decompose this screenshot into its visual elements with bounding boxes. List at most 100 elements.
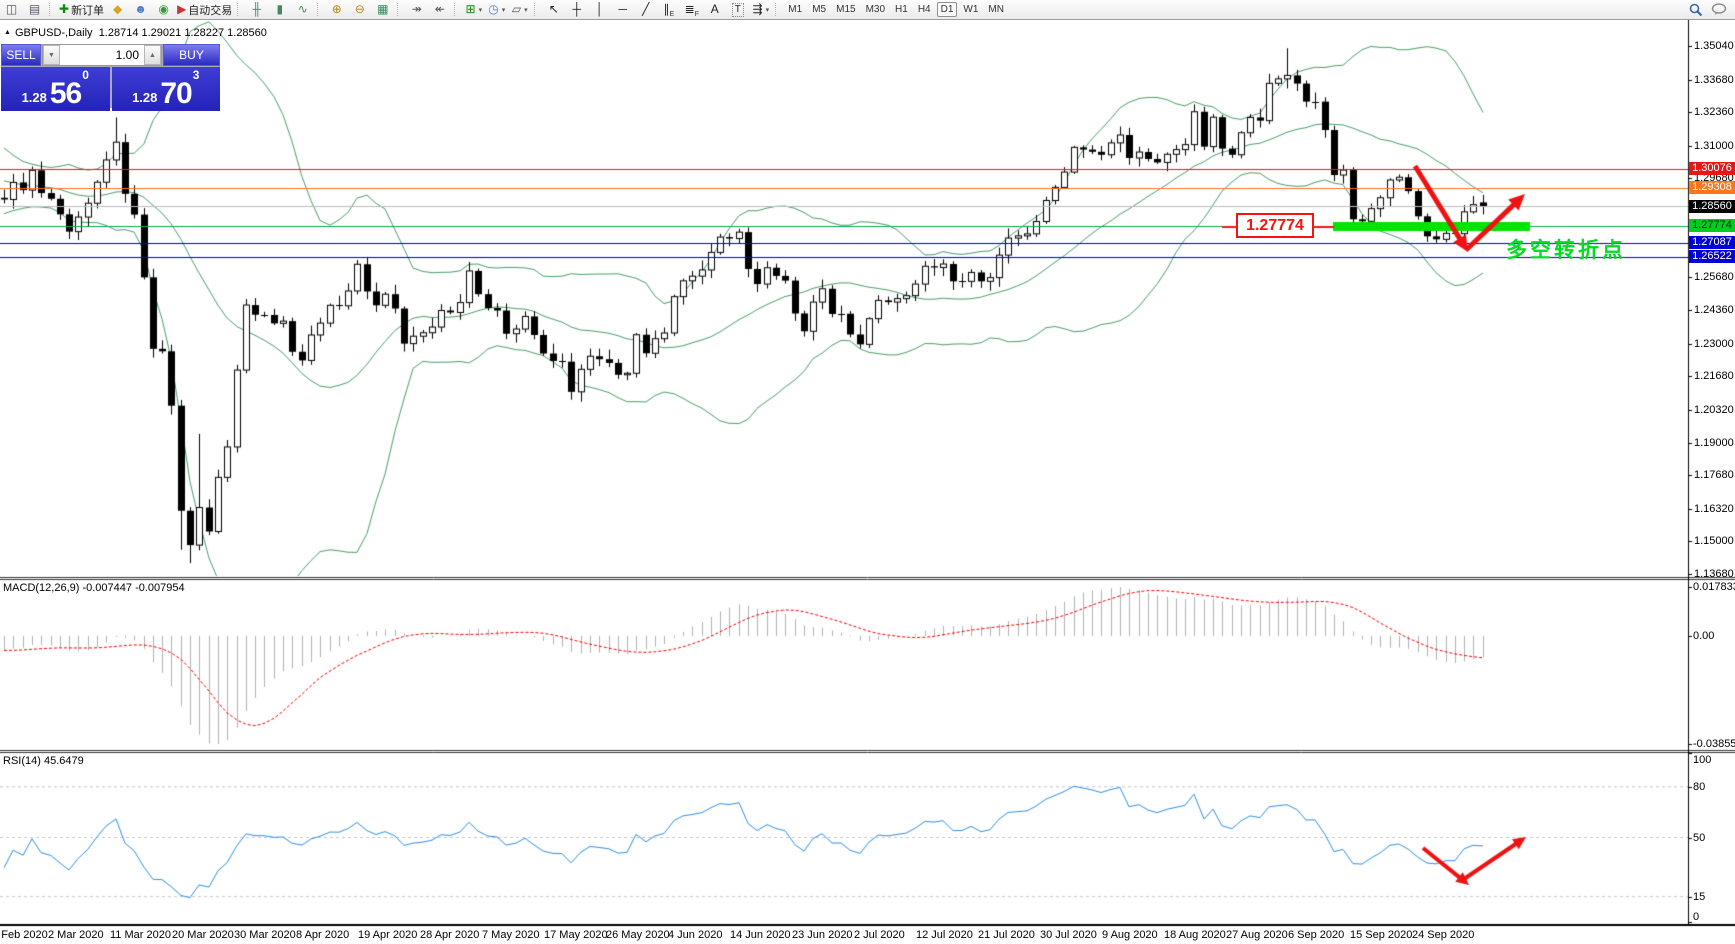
vertical-line-icon[interactable]: │ — [596, 2, 604, 16]
community-icon[interactable]: ☻ — [134, 2, 147, 16]
time-axis-label: 7 May 2020 — [482, 929, 540, 941]
volume-input[interactable]: 1.00 — [60, 45, 144, 65]
auto-scroll-icon[interactable]: ↠ — [411, 2, 422, 16]
notification-icon[interactable]: ◆ — [112, 2, 123, 16]
buy-price-prefix: 1.28 — [132, 90, 158, 105]
chart-marker-icon: ▲ — [4, 29, 11, 36]
time-axis-label: 14 Jun 2020 — [730, 929, 791, 941]
time-axis-label: 12 Jul 2020 — [916, 929, 973, 941]
time-axis-label: 20 Mar 2020 — [172, 929, 234, 941]
candle-chart-icon[interactable]: ▮ — [276, 2, 284, 16]
zoom-in-icon[interactable]: ⊕ — [331, 2, 342, 16]
price-line-badge: 1.27087 — [1689, 236, 1735, 250]
text-icon[interactable]: A — [710, 2, 719, 16]
time-axis-label: 28 Apr 2020 — [420, 929, 480, 941]
templates-icon[interactable]: ▱ ▾ — [511, 2, 528, 16]
arrows-icon[interactable]: ⇶ ▾ — [752, 2, 770, 16]
timeframe-m5[interactable]: M5 — [812, 4, 827, 15]
chart-symbol-period: GBPUSD-,Daily — [14, 27, 93, 39]
time-axis-label: 4 Jun 2020 — [668, 929, 723, 941]
toolbar-separator — [49, 3, 54, 16]
channel-icon[interactable]: ∥ E — [663, 2, 675, 18]
time-axis-label: 19 Apr 2020 — [358, 929, 418, 941]
sell-button[interactable]: SELL — [1, 44, 41, 66]
sell-price-sup: 0 — [82, 68, 89, 82]
timeframe-h1[interactable]: H1 — [895, 4, 908, 15]
timeframe-m15[interactable]: M15 — [836, 4, 856, 15]
price-tick-label: 1.31000 — [1694, 139, 1734, 152]
horizontal-line-icon[interactable]: ─ — [618, 2, 628, 16]
fibonacci-icon[interactable]: ≣ F — [684, 2, 699, 18]
timeframe-mn[interactable]: MN — [988, 4, 1004, 15]
macd-axis-label: 0.017833 — [1693, 581, 1735, 593]
trendline-icon[interactable]: ╱ — [642, 2, 650, 16]
time-axis-label: 26 May 2020 — [606, 929, 670, 941]
rsi-label: RSI(14) 45.6479 — [3, 755, 84, 767]
rsi-axis-label: 15 — [1693, 890, 1706, 903]
new-order-button[interactable]: ✚ 新订单 — [59, 2, 105, 17]
indicators-icon[interactable]: ⊞ ▾ — [465, 2, 483, 16]
buy-button[interactable]: BUY — [163, 44, 220, 66]
price-tick-label: 1.35040 — [1694, 40, 1734, 52]
price-tick-label: 1.24360 — [1694, 304, 1734, 316]
price-tick-label: 1.17680 — [1694, 469, 1734, 482]
price-line-badge: 1.27774 — [1689, 219, 1735, 233]
search-icon[interactable] — [1689, 3, 1703, 17]
price-tick-label: 1.20320 — [1694, 403, 1734, 416]
volume-increase-button[interactable]: ▲ — [144, 45, 161, 65]
toolbar-separator — [534, 3, 539, 16]
price-tick-label: 1.33680 — [1694, 73, 1734, 86]
toolbar-separator — [775, 3, 780, 16]
timeframe-w1[interactable]: W1 — [963, 4, 979, 15]
tile-windows-icon[interactable]: ▦ — [377, 2, 389, 16]
new-chart-icon[interactable]: ◫ — [5, 2, 18, 16]
time-axis-label: 15 Sep 2020 — [1350, 929, 1413, 941]
timeframe-d1[interactable]: D1 — [936, 2, 958, 17]
price-line-badge: 1.26522 — [1689, 250, 1735, 264]
price-line-badge: 1.30076 — [1689, 162, 1735, 176]
crosshair-icon[interactable]: ┼ — [572, 2, 582, 16]
volume-stepper: ▼ 1.00 ▲ — [42, 44, 162, 66]
macd-axis-label: 0.00 — [1693, 629, 1715, 642]
timeframe-m1[interactable]: M1 — [788, 4, 803, 15]
price-tick-label: 1.15000 — [1694, 535, 1734, 548]
profiles-icon[interactable]: ▤ — [28, 2, 41, 16]
toolbar: ◫ ▤ ✚ 新订单 ◆ ☻ ◉ ▶ 自动交易 ╫ ▮ ∿ ⊕ ⊖ ▦ ↠ ↞ ⊞ ▾ ◷ ▾ ▱ ▾ ↖ ┼ │ ─ ╱ ∥ E ≣ F A T ⇶… — [0, 0, 1735, 20]
timeframe-h4[interactable]: H4 — [917, 4, 931, 15]
periods-icon[interactable]: ◷ ▾ — [488, 2, 506, 16]
zoom-out-icon[interactable]: ⊖ — [354, 2, 365, 16]
bar-chart-icon[interactable]: ╫ — [252, 2, 262, 16]
line-chart-icon[interactable]: ∿ — [297, 2, 308, 16]
time-axis-label: 21 Feb 2020 — [0, 929, 48, 941]
rsi-axis-label: 100 — [1693, 754, 1712, 766]
timeframe-m30[interactable]: M30 — [865, 4, 886, 15]
chart-title: ▲ GBPUSD-,Daily 1.28714 1.29021 1.28227 1… — [4, 27, 267, 39]
rsi-axis-label: 0 — [1693, 911, 1700, 923]
price-tick-label: 1.23000 — [1694, 337, 1734, 350]
autotrading-button[interactable]: ▶ 自动交易 — [177, 2, 233, 17]
rsi-axis-label: 50 — [1693, 831, 1706, 844]
rsi-axis-label: 80 — [1693, 780, 1706, 793]
price-line-badge: 1.28560 — [1689, 199, 1735, 213]
price-tick-label: 1.13680 — [1694, 568, 1734, 581]
toolbar-separator — [454, 3, 459, 16]
toolbar-separator — [317, 3, 322, 16]
chart-shift-icon[interactable]: ↞ — [434, 2, 445, 16]
cursor-icon[interactable]: ↖ — [548, 2, 559, 16]
time-axis-label: 30 Mar 2020 — [234, 929, 296, 941]
buy-price-sup: 3 — [192, 68, 200, 82]
label-icon[interactable]: T — [726, 1, 749, 18]
buy-price[interactable]: 1.28 70 3 — [111, 67, 220, 111]
time-axis-label: 18 Aug 2020 — [1164, 929, 1226, 941]
time-axis-label: 9 Aug 2020 — [1102, 929, 1158, 941]
sell-price[interactable]: 1.28 56 0 — [1, 67, 110, 111]
chat-icon[interactable] — [1711, 3, 1727, 16]
sell-price-prefix: 1.28 — [21, 90, 47, 105]
volume-decrease-button[interactable]: ▼ — [43, 45, 60, 65]
macd-label: MACD(12,26,9) -0.007447 -0.007954 — [3, 582, 185, 594]
price-tick-label: 1.16320 — [1694, 502, 1734, 515]
turning-point-note: 多空转折点 — [1506, 239, 1626, 262]
signals-icon[interactable]: ◉ — [158, 2, 169, 16]
